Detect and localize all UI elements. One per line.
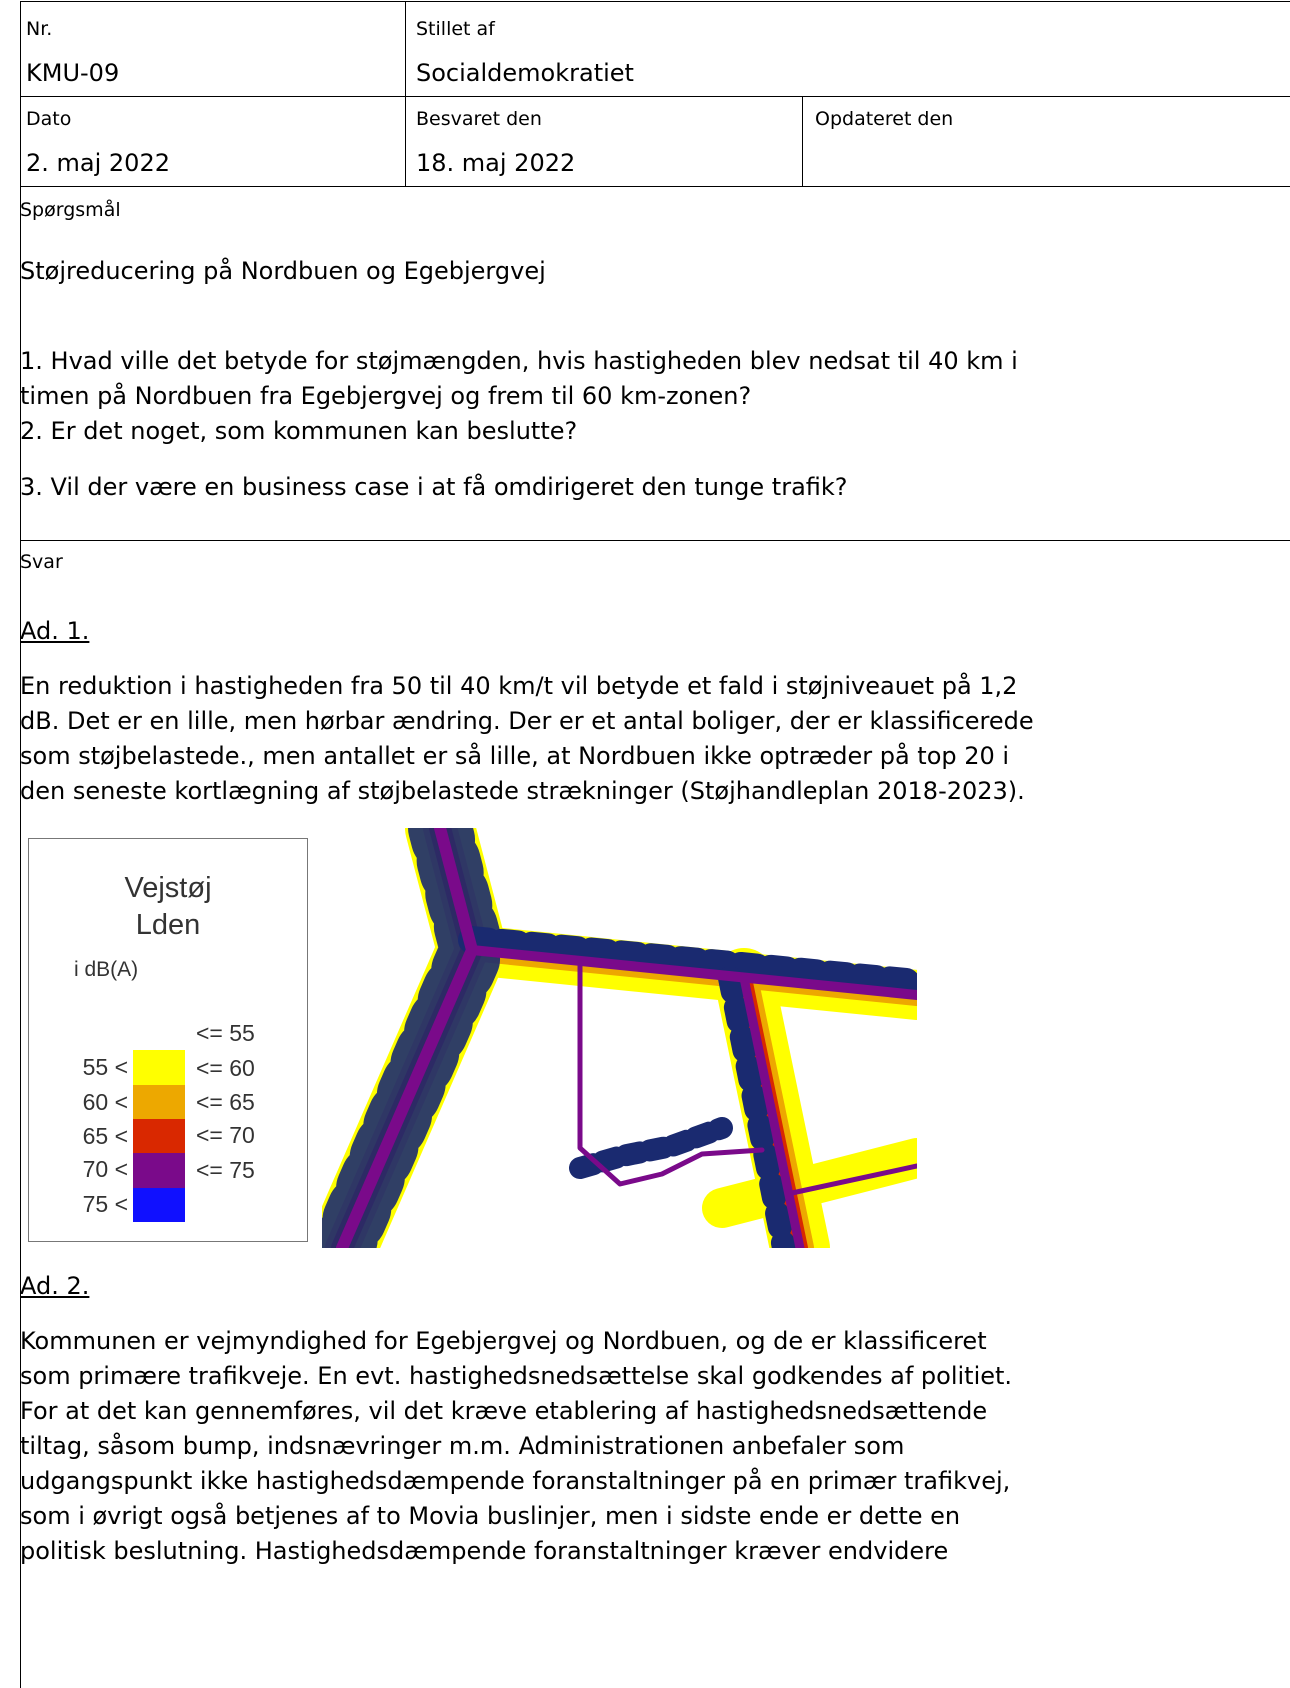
paragraph-line: Kommunen er vejmyndighed for Egebjergvej… — [20, 1327, 987, 1355]
legend-swatch — [133, 1085, 185, 1119]
noise-map — [322, 828, 917, 1248]
rule — [20, 1, 1290, 2]
legend-low-label: 60 < — [82, 1089, 128, 1115]
field-value: 18. maj 2022 — [416, 149, 576, 177]
paragraph-line: udgangspunkt ikke hastighedsdæmpende for… — [20, 1467, 1011, 1495]
legend-high-label: <= 70 — [196, 1122, 255, 1148]
field-label: Dato — [26, 108, 72, 130]
section-heading: Ad. 1. — [20, 617, 90, 645]
rule — [20, 540, 1290, 541]
question-title: Støjreducering på Nordbuen og Egebjergve… — [20, 257, 546, 285]
legend-low-label: 55 < — [82, 1054, 128, 1080]
field-value: Socialdemokratiet — [416, 59, 634, 87]
question-line: 3. Vil der være en business case i at få… — [20, 473, 848, 501]
legend-low-label: 70 < — [82, 1156, 128, 1182]
field-value: 2. maj 2022 — [26, 149, 170, 177]
section-heading: Ad. 2. — [20, 1272, 90, 1300]
legend-swatch — [133, 1119, 185, 1153]
question-line: 2. Er det noget, som kommunen kan beslut… — [20, 417, 578, 445]
paragraph-line: den seneste kortlægning af støjbelastede… — [20, 777, 1025, 805]
paragraph-line: som støjbelastede., men antallet er så l… — [20, 742, 1010, 770]
paragraph-line: En reduktion i hastigheden fra 50 til 40… — [20, 672, 1018, 700]
noise-zones — [322, 828, 917, 1248]
paragraph-line: politisk beslutning. Hastighedsdæmpende … — [20, 1537, 949, 1565]
legend-swatch — [133, 1153, 185, 1188]
paragraph-line: tiltag, såsom bump, indsnævringer m.m. A… — [20, 1432, 905, 1460]
rule — [20, 186, 1290, 187]
legend-box — [28, 838, 308, 1242]
section-label: Spørgsmål — [20, 199, 121, 221]
field-label: Nr. — [26, 18, 53, 40]
legend-high-label: <= 75 — [196, 1157, 255, 1183]
question-line: 1. Hvad ville det betyde for støjmængden… — [20, 347, 1018, 375]
legend-high-label: <= 65 — [196, 1089, 255, 1115]
legend-subtitle: Lden — [135, 909, 201, 941]
legend-title: Vejstøj — [124, 872, 212, 904]
field-label: Stillet af — [416, 18, 495, 40]
rule — [20, 96, 1290, 97]
legend-low-label: 65 < — [82, 1123, 128, 1149]
rule — [20, 1, 21, 1688]
rule — [802, 96, 803, 186]
paragraph-line: som primære trafikveje. En evt. hastighe… — [20, 1362, 1013, 1390]
legend-swatch — [133, 1188, 185, 1222]
field-label: Besvaret den — [416, 108, 542, 130]
legend-high-label: <= 60 — [196, 1055, 255, 1081]
paragraph-line: dB. Det er en lille, men hørbar ændring.… — [20, 707, 1034, 735]
question-line: timen på Nordbuen fra Egebjergvej og fre… — [20, 382, 752, 410]
paragraph-line: som i øvrigt også betjenes af to Movia b… — [20, 1502, 961, 1530]
section-label: Svar — [20, 551, 63, 573]
legend-low-label: 75 < — [82, 1191, 128, 1217]
field-value: KMU-09 — [26, 59, 120, 87]
rule — [405, 1, 406, 186]
paragraph-line: For at det kan gennemføres, vil det kræv… — [20, 1397, 988, 1425]
field-label: Opdateret den — [815, 108, 954, 130]
legend-swatch — [133, 1050, 185, 1085]
legend-high-label: <= 55 — [196, 1020, 255, 1046]
legend-unit: i dB(A) — [74, 958, 139, 981]
